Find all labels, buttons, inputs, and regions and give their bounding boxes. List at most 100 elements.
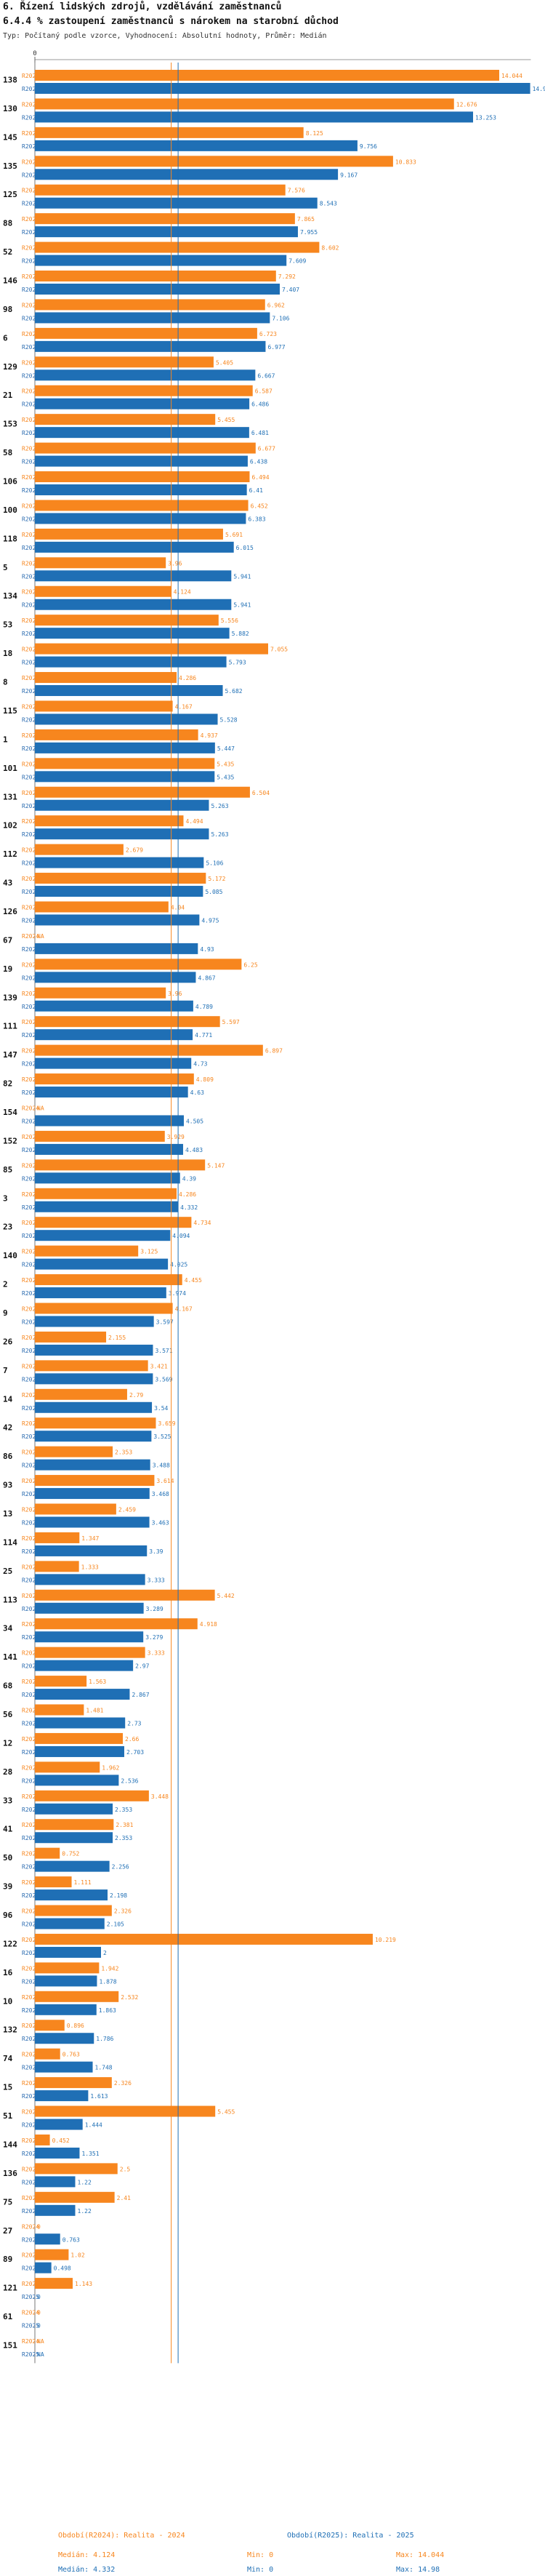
bar-r2025 <box>35 1459 150 1471</box>
series-label-2024: R2024 <box>22 1048 39 1055</box>
group-label: 126 <box>3 907 17 916</box>
bar-r2024 <box>35 557 166 569</box>
data-label-r2024: 1.111 <box>74 1879 92 1886</box>
data-label-r2025: 5.882 <box>232 631 249 637</box>
series-label-2025: R2025 <box>22 2007 39 2014</box>
bar-r2024 <box>35 2163 118 2175</box>
series-label-2025: R2025 <box>22 716 39 723</box>
bar-r2025 <box>35 1373 153 1385</box>
data-label-r2024: 4.734 <box>193 1220 211 1226</box>
series-label-2025: R2025 <box>22 1634 39 1641</box>
bar-r2025 <box>35 427 249 439</box>
bar-r2025 <box>35 1717 126 1729</box>
data-label-r2024: 1.333 <box>81 1564 99 1570</box>
data-label-r2025: 1.22 <box>78 2208 92 2215</box>
bar-r2024 <box>35 585 171 597</box>
x-axis-tick-label: 0 <box>33 50 36 57</box>
series-label-2025: R2025 <box>22 1663 39 1670</box>
group-label: 89 <box>3 2255 12 2264</box>
group-label: 114 <box>3 1537 17 1547</box>
series-label-2025: R2025 <box>22 2151 39 2157</box>
bar-r2024 <box>35 1618 198 1630</box>
series-label-2024: R2024 <box>22 2109 39 2116</box>
group-label: 34 <box>3 1624 13 1633</box>
bar-r2024 <box>35 1360 148 1372</box>
series-label-2024: R2024 <box>22 1363 39 1369</box>
series-label-2025: R2025 <box>22 889 39 895</box>
series-label-2024: R2024 <box>22 1076 39 1083</box>
group-label: 67 <box>3 935 12 945</box>
data-label-r2024: 6.677 <box>258 446 275 452</box>
bar-r2025 <box>35 2004 97 2015</box>
data-label-r2024: 3.448 <box>151 1793 169 1800</box>
data-label-r2024: 5.455 <box>217 417 235 423</box>
data-label-r2024: 4.124 <box>174 589 191 596</box>
series-label-2025: R2025 <box>22 1376 39 1383</box>
data-label-r2024: 4.04 <box>171 904 185 911</box>
data-label-r2025: 4.73 <box>193 1061 207 1068</box>
series-label-2025: R2025 <box>22 1864 39 1871</box>
series-label-2024: R2024 <box>22 302 39 308</box>
group-label: 147 <box>3 1050 17 1060</box>
data-label-r2024: 6.25 <box>243 961 257 968</box>
data-label-r2024: 6.587 <box>255 388 272 395</box>
group-label: 52 <box>3 247 12 257</box>
data-label-r2025: 5.793 <box>229 660 246 666</box>
bar-r2024 <box>35 1503 116 1515</box>
group-label: 14 <box>3 1394 13 1404</box>
series-label-2025: R2025 <box>22 745 39 752</box>
series-label-2024: R2024 <box>22 1793 39 1800</box>
group-label: 10 <box>3 1996 12 2006</box>
series-label-2025: R2025 <box>22 2036 39 2042</box>
bar-r2024 <box>35 1073 194 1085</box>
series-label-2024: R2024 <box>22 130 39 137</box>
data-label-r2024: 5.455 <box>217 2109 235 2116</box>
bar-r2024 <box>35 356 214 368</box>
bar-r2024 <box>35 1732 124 1744</box>
group-label: 8 <box>3 678 8 687</box>
bar-r2025 <box>35 685 223 697</box>
bar-r2025 <box>35 2119 83 2130</box>
series-label-2025: R2025 <box>22 688 39 695</box>
bar-r2025 <box>35 1602 144 1614</box>
group-label: 115 <box>3 706 17 716</box>
series-label-2024: R2024 <box>22 1249 39 1255</box>
data-label-r2025: 2.353 <box>115 1835 132 1841</box>
series-label-2024: R2024 <box>22 532 39 538</box>
data-label-r2024: 1.143 <box>75 2281 92 2287</box>
series-label-2025: R2025 <box>22 1004 39 1010</box>
group-label: 122 <box>3 1939 17 1948</box>
group-label: 42 <box>3 1423 12 1433</box>
group-label: 15 <box>3 2083 12 2092</box>
data-label-r2025: 5.682 <box>225 688 243 695</box>
data-label-r2025: 6.015 <box>236 545 254 551</box>
series-label-2024: R2024 <box>22 1535 39 1542</box>
bar-r2025 <box>35 1860 110 1872</box>
series-label-2025: R2025 <box>22 1807 39 1813</box>
series-label-2024: R2024 <box>22 2137 39 2144</box>
series-label-2025: R2025 <box>22 315 39 321</box>
bar-r2025 <box>35 656 227 668</box>
group-label: 130 <box>3 104 17 113</box>
series-label-2025: R2025 <box>22 2065 39 2071</box>
bar-r2024 <box>35 1962 100 1974</box>
data-label-r2025: 2.867 <box>132 1692 149 1698</box>
series-label-2024: R2024 <box>22 1736 39 1743</box>
series-label-2024: R2024 <box>22 159 39 165</box>
series-label-2025: R2025 <box>22 1405 39 1412</box>
data-label-r2025: 3.289 <box>146 1606 164 1612</box>
data-label-r2025: 9.756 <box>360 143 377 150</box>
series-label-2025: R2025 <box>22 430 39 436</box>
bar-r2025 <box>35 570 232 582</box>
series-label-2025: R2025 <box>22 2351 39 2358</box>
group-label: 9 <box>3 1308 8 1318</box>
bar-r2024 <box>35 1704 84 1716</box>
group-label: 74 <box>3 2054 13 2063</box>
series-label-2025: R2025 <box>22 1950 39 1956</box>
series-label-2025: R2025 <box>22 401 39 408</box>
series-label-2025: R2025 <box>22 143 39 150</box>
bar-r2025 <box>35 169 339 180</box>
data-label-r2024: 3.421 <box>150 1363 168 1369</box>
data-label-r2025: NA <box>37 2351 44 2358</box>
bar-r2025 <box>35 2090 89 2102</box>
